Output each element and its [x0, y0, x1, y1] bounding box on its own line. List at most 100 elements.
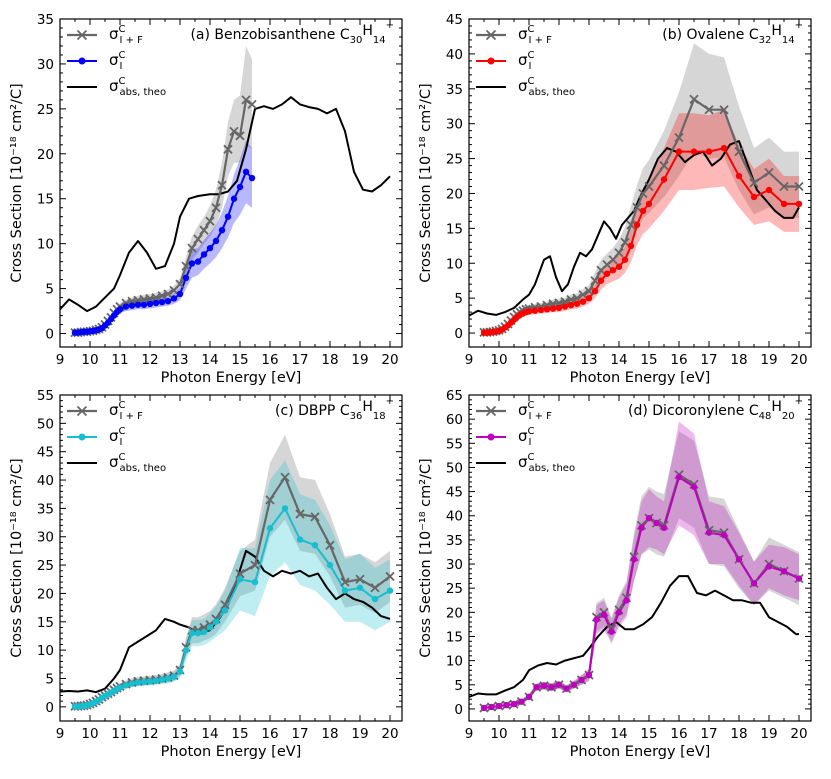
- marker-ion: [236, 183, 244, 191]
- x-tick-label: 19: [351, 726, 368, 742]
- y-tick-label: 40: [446, 47, 463, 63]
- x-tick-label: 17: [700, 352, 717, 368]
- plot-area: [60, 434, 395, 711]
- marker-ion-frag: [584, 286, 594, 296]
- y-tick-label: 0: [45, 700, 54, 716]
- legend-label-i: σC I: [518, 426, 535, 448]
- x-tick-label: 17: [291, 352, 308, 368]
- marker-ion: [152, 299, 160, 307]
- legend-marker-ion: [78, 433, 86, 441]
- marker-ion: [579, 298, 587, 305]
- x-axis-label: Photon Energy [eV]: [570, 370, 711, 386]
- x-axis-label: Photon Energy [eV]: [161, 744, 302, 760]
- x-tick-label: 11: [520, 352, 537, 368]
- y-tick-label: 15: [37, 615, 54, 631]
- marker-ion: [230, 195, 238, 202]
- marker-ion-frag: [659, 160, 669, 171]
- marker-ion: [146, 300, 154, 308]
- y-tick-label: 10: [446, 256, 463, 272]
- marker-ion-frag: [370, 583, 380, 593]
- x-tick-label: 10: [81, 352, 98, 368]
- marker-ion-frag: [265, 495, 275, 505]
- y-tick-label: 15: [446, 221, 463, 237]
- marker-ion: [597, 277, 605, 284]
- y-tick-label: 25: [37, 102, 54, 118]
- marker-ion: [780, 200, 788, 208]
- x-tick-label: 10: [490, 352, 507, 368]
- legend-sup: C: [119, 76, 126, 87]
- band-ion: [484, 109, 799, 333]
- x-tick-label: 9: [56, 726, 65, 742]
- legend-sub: I + F: [529, 411, 553, 422]
- legend-sup: C: [528, 50, 535, 61]
- x-tick-label: 18: [730, 352, 747, 368]
- marker-ion: [780, 568, 788, 575]
- panel-c: 9 10 11 12 13 14 15 16 17 18 19 20 0 5 10 15 20 25 30 35 40 4…: [9, 388, 403, 760]
- x-tick-label: 15: [231, 352, 248, 368]
- marker-ion-frag: [220, 600, 230, 610]
- marker-ion-frag: [211, 203, 221, 213]
- marker-ion: [623, 597, 630, 604]
- y-tick-label: 10: [446, 654, 463, 670]
- marker-ion-frag: [340, 577, 350, 587]
- y-tick-label: 20: [446, 186, 463, 202]
- x-tick-label: 18: [730, 726, 747, 742]
- marker-ion: [518, 698, 525, 705]
- legend-sup: C: [528, 452, 535, 463]
- marker-ion: [296, 536, 304, 543]
- panel-title-part: 18: [373, 411, 386, 422]
- y-tick-label: 50: [446, 460, 463, 476]
- y-tick-label: 35: [446, 82, 463, 98]
- marker-ion-frag: [280, 472, 290, 482]
- marker-ion: [251, 578, 259, 586]
- marker-ion-frag: [241, 95, 251, 105]
- marker-ion: [735, 556, 743, 563]
- band-ion-frag: [484, 431, 799, 709]
- y-tick-label: 40: [37, 473, 54, 489]
- marker-ion: [608, 628, 615, 635]
- y-tick-label: 30: [446, 557, 463, 573]
- marker-ion-frag: [181, 261, 191, 271]
- marker-ion: [266, 525, 274, 532]
- x-tick-label: 11: [111, 726, 128, 742]
- marker-ion: [537, 306, 545, 314]
- marker-ion: [690, 148, 698, 155]
- y-tick-label: 35: [37, 501, 54, 517]
- legend: σC I + FσC IσC abs, theo: [476, 24, 575, 98]
- x-tick-label: 12: [550, 726, 567, 742]
- line-ion: [483, 476, 800, 709]
- marker-ion-frag: [578, 290, 588, 300]
- marker-ion-frag: [355, 574, 365, 584]
- x-tick-label: 11: [520, 726, 537, 742]
- marker-ion: [720, 531, 728, 539]
- marker-ion: [585, 671, 593, 679]
- marker-ion-frag: [175, 279, 185, 289]
- panel-title-part: 14: [782, 35, 795, 46]
- marker-ion-frag: [644, 181, 654, 192]
- y-tick-label: 25: [37, 558, 54, 574]
- legend-sup: C: [119, 50, 126, 61]
- marker-ion-frag: [310, 512, 320, 522]
- legend-sub: I: [529, 61, 532, 72]
- panel-title-part: 36: [350, 411, 363, 422]
- legend-sub: abs, theo: [120, 87, 167, 98]
- marker-ion-frag: [205, 216, 215, 226]
- marker-ion: [600, 611, 608, 618]
- y-tick-label: 25: [446, 581, 463, 597]
- marker-ion: [603, 270, 611, 277]
- legend-sigma: σ: [109, 51, 119, 69]
- y-tick-label: 5: [454, 291, 463, 307]
- x-tick-label: 15: [640, 726, 657, 742]
- y-tick-label: 10: [37, 643, 54, 659]
- y-tick-label: 45: [446, 485, 463, 501]
- panel-title-part: (b) Ovalene C: [662, 27, 759, 43]
- marker-ion-frag: [794, 181, 804, 192]
- x-tick-label: 16: [670, 352, 687, 368]
- legend: σC I + FσC IσC abs, theo: [476, 400, 575, 474]
- legend-label-if: σC I + F: [109, 400, 143, 422]
- legend-sup: C: [119, 24, 126, 35]
- y-tick-label: 65: [446, 388, 463, 404]
- x-tick-label: 10: [81, 726, 98, 742]
- marker-ion: [194, 258, 202, 265]
- panel-title-part: (d) Dicoronylene C: [628, 403, 759, 419]
